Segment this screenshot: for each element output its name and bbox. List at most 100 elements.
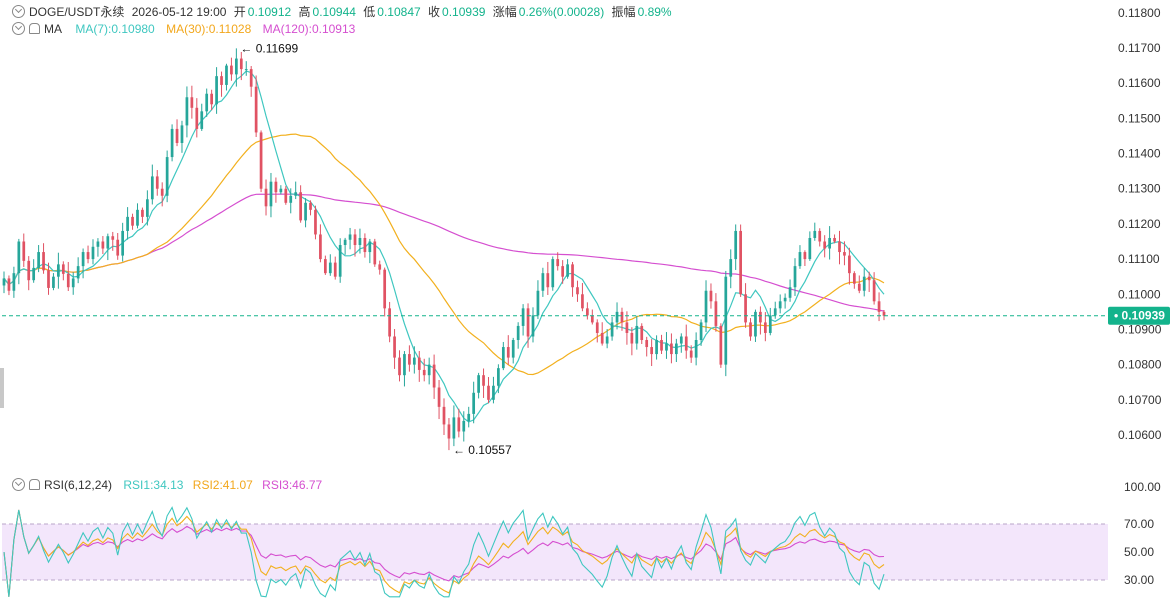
collapse-icon[interactable]: [12, 22, 25, 35]
open-label: 开: [233, 5, 246, 19]
candle-body: [689, 350, 693, 358]
candle-body: [704, 290, 708, 323]
candle-body: [22, 241, 26, 261]
candle-body: [239, 58, 243, 70]
collapse-icon[interactable]: [12, 478, 25, 491]
candle-body: [383, 269, 387, 309]
candle-body: [694, 340, 698, 358]
candle-body: [655, 340, 658, 355]
candle-body: [457, 417, 461, 432]
low-value: 0.10847: [377, 5, 421, 19]
price-tick-label: 0.11100: [1118, 252, 1160, 266]
low-price-annotation: ← 0.10557: [453, 443, 512, 457]
candle-body: [47, 270, 50, 288]
candle-body: [581, 294, 584, 309]
candle-body: [284, 188, 288, 203]
candle-body: [729, 259, 733, 277]
candle-body: [872, 280, 876, 302]
rsi1-value: RSI1:34.13: [123, 478, 184, 492]
candle-body: [299, 192, 302, 221]
price-tick-label: 0.11300: [1118, 182, 1161, 196]
candle-body: [121, 230, 125, 256]
candle-body: [635, 325, 639, 344]
candle-body: [319, 234, 322, 260]
candle-body: [857, 283, 861, 291]
rsi-band: [2, 524, 1108, 580]
chart-scroll-handle[interactable]: [0, 368, 4, 408]
candle-body: [205, 93, 209, 112]
candle-body: [472, 392, 476, 414]
candle-body: [412, 357, 416, 365]
candle-body: [482, 375, 485, 386]
candle-body: [96, 241, 100, 247]
price-tick-label: 0.11800: [1118, 6, 1161, 20]
candle-body: [408, 354, 411, 365]
candle-body: [200, 111, 204, 129]
rsi-label: RSI(6,12,24): [44, 478, 113, 492]
rsi-tick-label: 30.00: [1124, 573, 1154, 587]
candle-body: [368, 241, 372, 253]
rsi2-value: RSI2:41.07: [192, 478, 253, 492]
candle-body: [665, 343, 668, 351]
candle-body: [358, 237, 362, 246]
open-value: 0.10912: [247, 5, 292, 19]
candle-body: [269, 181, 273, 207]
close-value: 0.10939: [442, 5, 486, 19]
candle-body: [235, 58, 238, 75]
candle-body: [333, 262, 337, 277]
alert-bell-icon[interactable]: [29, 479, 40, 490]
price-tick-label: 0.11600: [1118, 76, 1161, 90]
candle-body: [862, 276, 866, 291]
candle-body: [393, 336, 396, 358]
candle-body: [551, 259, 555, 288]
candle-body: [630, 332, 634, 344]
candle-body: [595, 322, 599, 333]
candle-body: [497, 368, 500, 386]
price-tick-label: 0.10900: [1118, 322, 1162, 336]
candle-body: [442, 406, 446, 425]
candle-body: [808, 237, 812, 260]
candle-body: [244, 69, 248, 71]
candle-body: [867, 276, 871, 281]
candle-body: [185, 97, 189, 126]
rsi-header: RSI(6,12,24) RSI1:34.13 RSI2:41.07 RSI3:…: [12, 478, 326, 492]
candle-body: [798, 252, 802, 267]
alert-bell-icon[interactable]: [29, 23, 40, 34]
candle-body: [279, 188, 283, 193]
change-value: 0.26%(0.00028): [518, 5, 605, 19]
candle-body: [52, 276, 55, 288]
candle-body: [175, 128, 179, 143]
candle-body: [150, 176, 154, 200]
candle-body: [768, 315, 772, 333]
amplitude-value: 0.89%: [637, 5, 672, 19]
ma7-line: [3, 70, 885, 423]
candle-body: [882, 311, 886, 316]
price-tick-label: 0.10800: [1118, 358, 1162, 372]
candle-body: [640, 325, 644, 341]
rsi-tick-label: 100.00: [1124, 480, 1161, 494]
candle-body: [492, 385, 495, 400]
close-label: 收: [428, 5, 441, 19]
candle-body: [289, 195, 293, 203]
candle-body: [452, 417, 456, 439]
candle-body: [378, 264, 382, 270]
candle-body: [724, 276, 728, 365]
candle-body: [131, 216, 134, 226]
candle-body: [660, 340, 663, 351]
rsi-tick-label: 50.00: [1124, 545, 1154, 559]
rsi-tick-label: 70.00: [1124, 517, 1154, 531]
change-label: 涨幅: [492, 5, 517, 19]
candle-body: [215, 76, 218, 105]
candle-body: [506, 347, 510, 358]
collapse-icon[interactable]: [12, 5, 25, 18]
candle-body: [823, 241, 827, 249]
candle-body: [111, 236, 115, 240]
candle-body: [86, 252, 90, 260]
candle-body: [422, 369, 426, 376]
symbol-label: DOGE/USDT永续: [29, 5, 125, 19]
candle-body: [309, 202, 312, 210]
candle-body: [670, 343, 673, 355]
candle-body: [323, 259, 327, 274]
